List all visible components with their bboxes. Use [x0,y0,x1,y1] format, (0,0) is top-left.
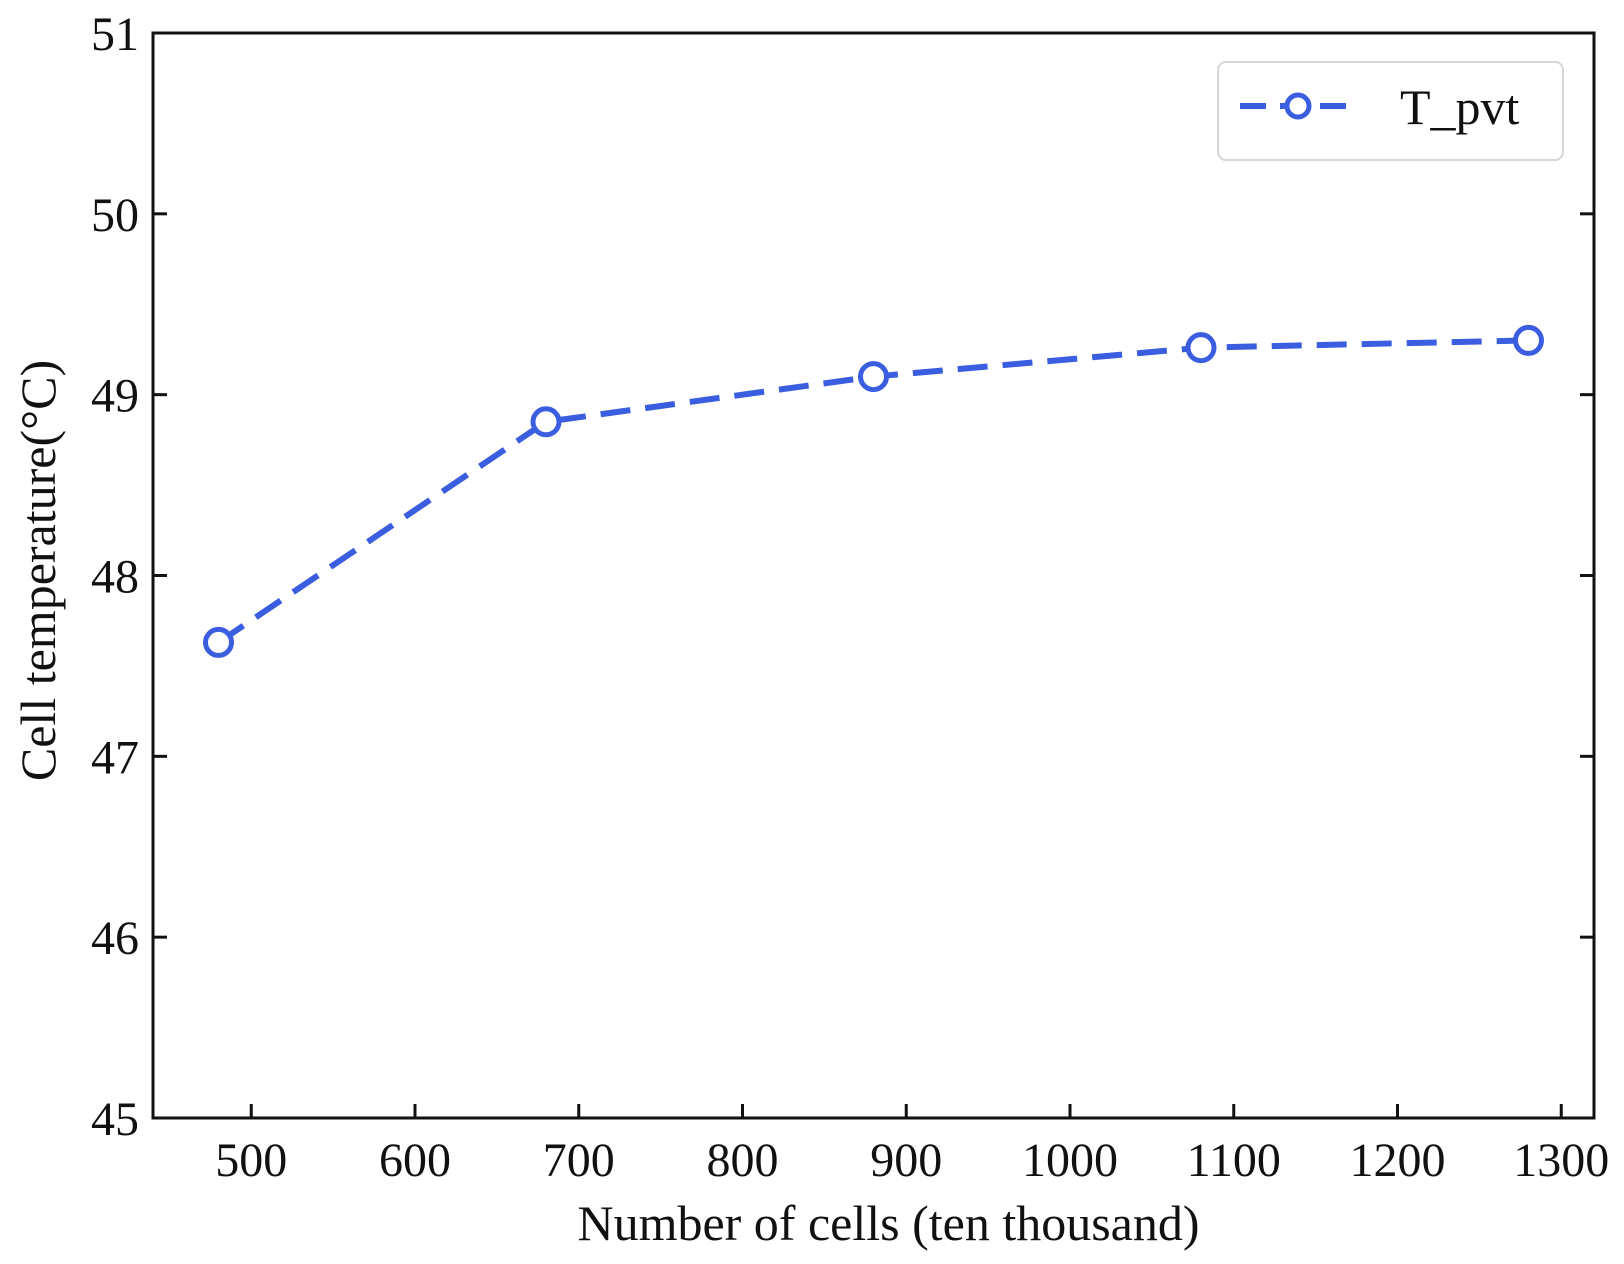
data-point [530,406,562,438]
y-tick-label: 49 [91,370,139,423]
x-tick-label: 500 [215,1134,287,1187]
data-point [203,626,234,658]
y-tick-label: 45 [91,1093,139,1146]
y-tick-label: 46 [91,912,139,965]
x-tick-label: 900 [870,1134,942,1187]
x-tick-label: 1000 [1022,1134,1118,1187]
legend-box [1217,61,1564,161]
x-tick-label: 1300 [1513,1134,1609,1187]
x-tick-label: 700 [543,1134,615,1187]
legend-marker [1284,92,1312,120]
x-tick-label: 600 [379,1134,451,1187]
x-tick-label: 1200 [1350,1134,1446,1187]
plot-frame [151,31,1596,1120]
y-axis-ticks: 45 46 47 48 49 50 51 [91,8,1594,1146]
x-tick-label: 800 [707,1134,779,1187]
data-point [1185,332,1217,364]
data-point [858,361,889,393]
y-axis-title: Cell temperature(°C) [10,360,66,781]
y-tick-label: 50 [91,189,139,242]
y-tick-label: 47 [91,731,139,784]
data-point [1513,324,1544,356]
x-tick-label: 1100 [1187,1134,1281,1187]
y-tick-label: 51 [91,8,139,61]
series-layer [203,324,1544,658]
x-axis-title: Number of cells (ten thousand) [577,1195,1199,1251]
x-axis-ticks: 500 600 700 800 900 1000 1100 1200 1300 [215,1104,1609,1187]
legend-label: T_pvt [1400,79,1520,135]
y-tick-label: 48 [91,551,139,604]
legend: T_pvt [1217,61,1564,161]
